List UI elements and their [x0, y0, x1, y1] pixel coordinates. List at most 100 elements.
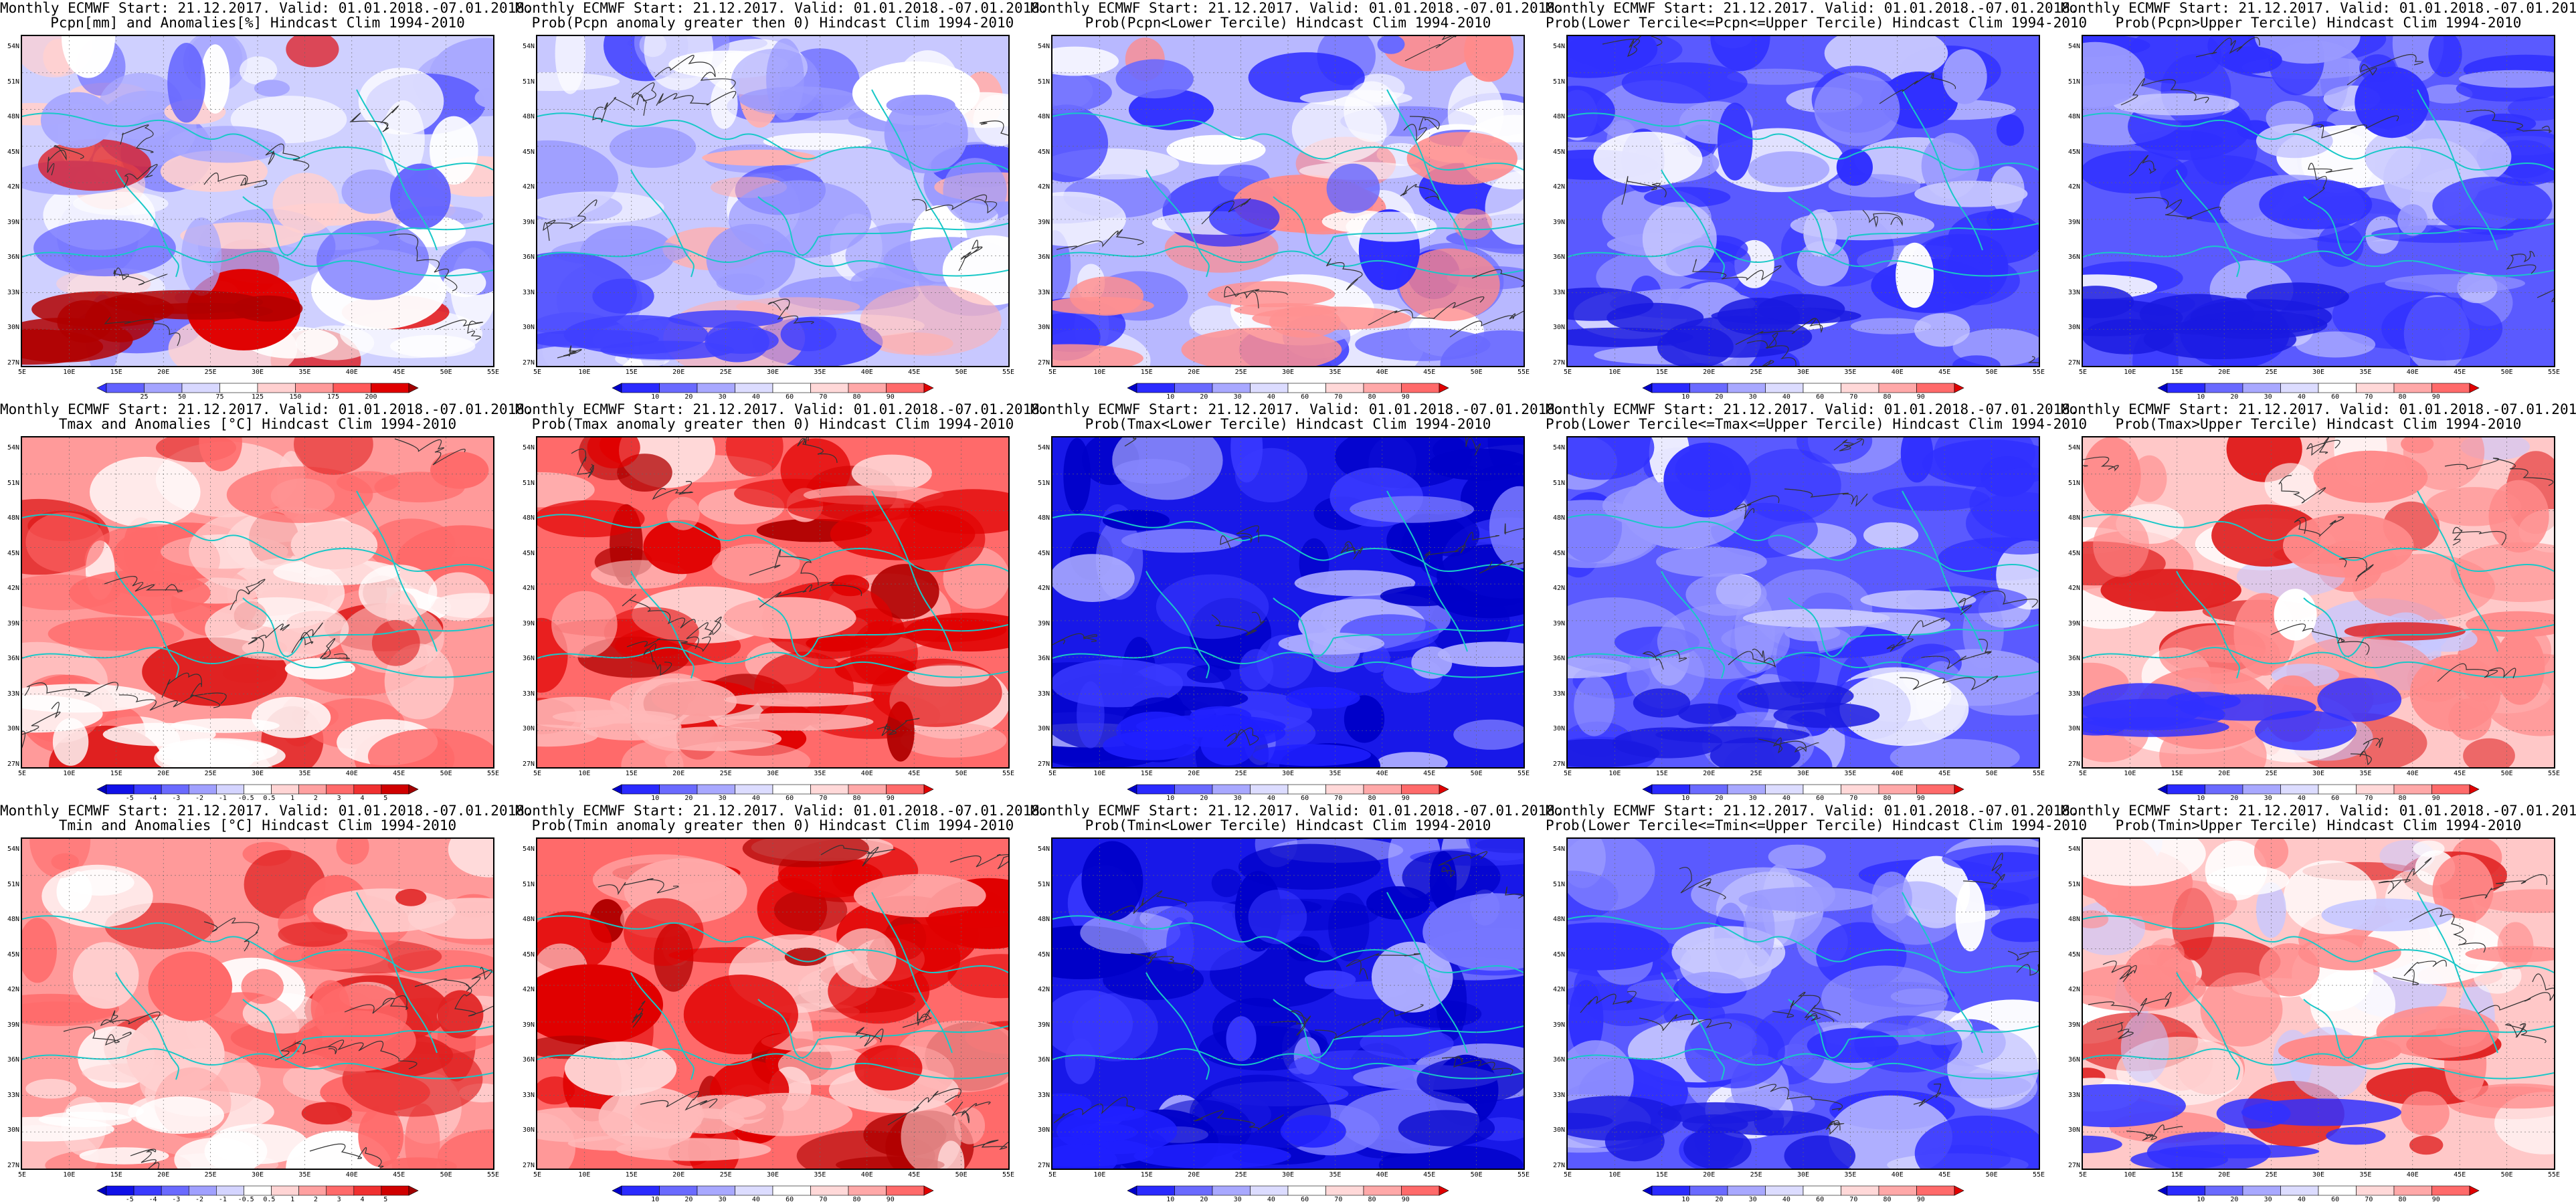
colorbar-swatch — [1878, 784, 1917, 795]
latitude-tick-label: 54N — [522, 43, 535, 50]
latitude-tick-label: 45N — [7, 950, 19, 959]
coastline — [22, 112, 493, 171]
latitude-tick-label: 51N — [7, 479, 19, 487]
field-patch — [294, 437, 373, 475]
field-patch — [1121, 528, 1243, 553]
longitude-tick-label: 40E — [860, 1171, 873, 1179]
southern-field-patch — [537, 1107, 634, 1142]
contour-line — [1784, 488, 1868, 507]
longitude-tick-label: 55E — [1002, 369, 1015, 376]
contour-line — [2460, 874, 2548, 900]
colorbar-tick-label: 30 — [1233, 795, 1242, 802]
southern-field-patch — [1052, 344, 1143, 366]
contour-line — [1404, 36, 1457, 62]
map-panel-tmin-prob-pos: Monthly ECMWF Start: 21.12.2017. Valid: … — [515, 803, 1048, 1204]
latitude-tick-label: 45N — [7, 148, 19, 156]
field-patch — [341, 169, 403, 214]
latitude-tick-label: 48N — [2067, 113, 2080, 121]
contour-line — [2278, 475, 2326, 504]
field-patch — [2385, 274, 2525, 293]
field-patch — [1871, 881, 1962, 945]
colorbar-tick-label: 70 — [819, 795, 828, 802]
colorbar-tick-label: 40 — [751, 1196, 760, 1203]
field-patch — [1052, 191, 1127, 246]
colorbar-swatch — [1841, 1185, 1879, 1196]
colorbar-swatch — [2242, 784, 2281, 795]
field-patch — [1642, 201, 1717, 276]
latitude-tick-label: 42N — [2067, 986, 2080, 994]
contour-line — [2466, 110, 2552, 133]
coastline — [537, 915, 1008, 973]
colorbar-tick-label: 60 — [1816, 795, 1825, 802]
longitude-tick-label: 30E — [766, 770, 779, 777]
field-patch — [2132, 455, 2167, 502]
contour-line — [2128, 155, 2156, 177]
field-patch — [1453, 719, 1524, 750]
colorbar-swatch — [1439, 1185, 1449, 1196]
map-panel-tmax-prob-middle: Monthly ECMWF Start: 21.12.2017. Valid: … — [1546, 401, 2087, 803]
coastline — [22, 514, 493, 572]
field-patch — [98, 73, 183, 140]
longitude-tick-label: 15E — [1140, 770, 1153, 777]
field-patch — [2435, 1014, 2488, 1047]
field-patch — [1942, 49, 1987, 104]
colorbar-swatch — [271, 784, 299, 795]
colorbar-tick-label: 90 — [1401, 795, 1410, 802]
longitude-tick-label: 45E — [1423, 770, 1436, 777]
latitude-tick-label: 51N — [522, 78, 535, 86]
contour-line — [2270, 623, 2370, 656]
latitude-tick-label: 27N — [2067, 761, 2080, 768]
longitude-tick-label: 30E — [1797, 1171, 1810, 1179]
latitude-tick-label: 51N — [1552, 479, 1565, 487]
field-patch — [1080, 912, 1181, 954]
longitude-tick-label: 50E — [1985, 369, 1998, 376]
colorbar-tick-label: 75 — [215, 393, 224, 401]
contour-line — [911, 194, 998, 214]
latitude-tick-label: 51N — [7, 78, 19, 86]
field-patch — [784, 947, 827, 967]
field-patch — [1052, 46, 1119, 76]
field-patch — [1398, 1110, 1495, 1146]
colorbar-swatch — [161, 1185, 189, 1196]
longitude-tick-label: 55E — [1517, 1171, 1530, 1179]
field-patch — [2359, 54, 2396, 82]
field-patch — [2206, 866, 2290, 895]
longitude-tick-label: 35E — [1844, 770, 1857, 777]
southern-field-patch — [1074, 1106, 1145, 1122]
colorbar-swatch — [188, 784, 217, 795]
longitude-tick-label: 35E — [814, 1171, 826, 1179]
colorbar-tick-label: 30 — [1233, 1196, 1242, 1203]
longitude-tick-label: 50E — [2500, 369, 2513, 376]
coastline — [2083, 1048, 2554, 1080]
colorbar-swatch — [219, 383, 258, 393]
coastline — [1568, 514, 2039, 572]
longitude-tick-label: 20E — [1703, 369, 1716, 376]
latitude-tick-label: 39N — [2067, 218, 2080, 226]
southern-field-patch — [135, 1096, 224, 1134]
field-patch — [537, 191, 664, 224]
longitude-tick-label: 55E — [2547, 369, 2561, 376]
longitude-tick-label: 25E — [2265, 770, 2278, 777]
latitude-tick-label: 27N — [1037, 359, 1050, 367]
latitude-tick-label: 54N — [522, 444, 535, 452]
longitude-tick-label: 5E — [533, 770, 542, 777]
longitude-tick-label: 30E — [2312, 770, 2325, 777]
colorbar-tick-label: 1 — [290, 1196, 295, 1203]
contour-line — [203, 917, 260, 952]
latitude-tick-label: 39N — [1037, 1021, 1050, 1029]
latitude-tick-label: 54N — [522, 845, 535, 853]
colorbar-swatch — [1642, 1185, 1653, 1196]
coastline — [242, 999, 304, 1059]
field-patch — [37, 138, 151, 191]
field-patch — [2200, 972, 2283, 1047]
field-patch — [2317, 223, 2364, 267]
colorbar-swatch — [2318, 383, 2357, 393]
colorbar-swatch — [923, 784, 934, 795]
coastline — [2303, 999, 2365, 1059]
field-patch — [1226, 1016, 1257, 1062]
field-patch — [1969, 468, 2039, 540]
field-patch — [1880, 71, 1958, 129]
panel-title-line2: Pcpn[mm] and Anomalies[%] Hindcast Clim … — [50, 15, 465, 31]
colorbar-swatch — [1841, 383, 1879, 393]
longitude-tick-label: 5E — [2078, 369, 2088, 376]
